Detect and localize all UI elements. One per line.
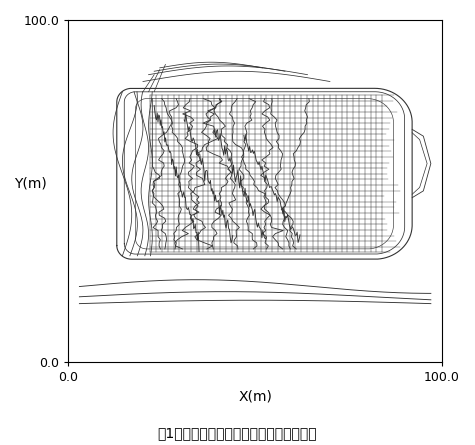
Text: 図1　精密地形データとメッシュ発生位置: 図1 精密地形データとメッシュ発生位置 <box>158 427 317 441</box>
X-axis label: X(m): X(m) <box>238 389 272 403</box>
Y-axis label: Y(m): Y(m) <box>14 177 47 191</box>
